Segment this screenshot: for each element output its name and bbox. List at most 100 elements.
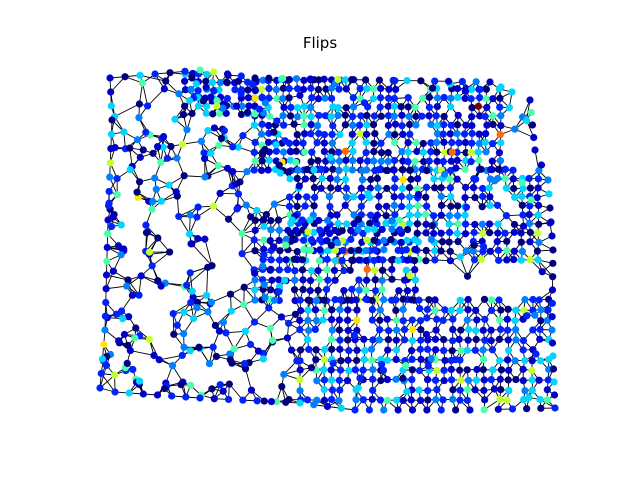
graph-node [357, 202, 365, 210]
graph-node [148, 205, 156, 213]
graph-node [162, 77, 170, 85]
graph-node [313, 122, 322, 130]
graph-node [342, 104, 350, 112]
graph-node [418, 112, 426, 120]
graph-node [422, 229, 430, 237]
graph-node [139, 146, 147, 154]
graph-node [532, 350, 540, 358]
graph-node [355, 121, 364, 129]
graph-node [186, 381, 195, 389]
graph-node [405, 112, 413, 121]
graph-node [446, 184, 455, 192]
graph-node [534, 229, 542, 237]
graph-node [294, 85, 302, 93]
graph-node [117, 221, 125, 229]
graph-node [505, 104, 513, 112]
graph-node [461, 194, 469, 202]
graph-node [353, 306, 361, 314]
graph-node [303, 335, 312, 344]
graph-node [333, 175, 341, 184]
graph-node [219, 387, 227, 395]
graph-node [280, 103, 288, 112]
graph-node [323, 237, 331, 245]
graph-node [503, 356, 512, 364]
graph-node [369, 375, 377, 383]
graph-node [131, 334, 139, 342]
graph-node [432, 395, 440, 404]
graph-node [261, 146, 269, 154]
graph-node [210, 124, 219, 132]
graph-node [489, 140, 497, 148]
graph-node [296, 366, 304, 374]
graph-edge [204, 239, 213, 266]
graph-node [390, 193, 398, 201]
graph-node [327, 112, 335, 121]
graph-node [474, 148, 482, 156]
graph-node [343, 377, 352, 385]
graph-node [462, 157, 470, 165]
graph-node [425, 103, 433, 111]
graph-node [441, 306, 449, 314]
graph-node [449, 325, 457, 334]
graph-node [257, 130, 266, 138]
graph-node [243, 108, 252, 116]
graph-node [307, 364, 316, 372]
graph-node [291, 267, 299, 275]
graph-node [494, 256, 503, 264]
graph-node [192, 80, 200, 88]
graph-node [496, 94, 504, 102]
graph-node [452, 164, 460, 172]
graph-node [423, 314, 431, 322]
graph-node [260, 397, 268, 405]
graph-node [310, 228, 318, 237]
graph-node [368, 316, 376, 324]
graph-edge [142, 82, 149, 107]
graph-node [526, 228, 534, 237]
graph-node [338, 227, 346, 235]
graph-node [482, 148, 490, 156]
graph-node [473, 365, 481, 374]
graph-node [463, 316, 471, 324]
graph-node [251, 247, 259, 255]
graph-node [456, 396, 464, 404]
graph-node [251, 276, 259, 284]
graph-node [165, 181, 173, 189]
graph-node [501, 174, 509, 183]
graph-node [394, 256, 402, 265]
graph-node [266, 112, 274, 120]
graph-node [226, 290, 235, 298]
graph-node [392, 375, 400, 383]
graph-node [213, 102, 221, 110]
graph-node [259, 76, 267, 84]
graph-node [456, 386, 464, 394]
graph-node [457, 326, 465, 334]
graph-node [351, 366, 359, 374]
graph-node [453, 129, 461, 138]
graph-node [202, 109, 210, 117]
graph-node [405, 211, 414, 219]
graph-node [490, 385, 498, 393]
graph-node [188, 287, 196, 295]
graph-node [328, 148, 336, 156]
graph-node [408, 336, 417, 345]
graph-node [224, 215, 233, 223]
graph-node [311, 325, 319, 334]
graph-node [229, 143, 237, 151]
graph-node [312, 297, 320, 305]
graph-node [447, 376, 456, 384]
graph-node [342, 156, 350, 164]
graph-node [384, 121, 392, 130]
graph-node [437, 211, 445, 219]
graph-node [480, 386, 488, 395]
graph-node [301, 175, 309, 183]
graph-node [259, 355, 267, 363]
graph-node [306, 287, 314, 295]
graph-node [343, 316, 352, 324]
graph-node [468, 129, 476, 138]
graph-node [370, 112, 379, 120]
graph-node [299, 85, 308, 94]
graph-node [298, 216, 306, 224]
graph-node [163, 154, 171, 162]
graph-node [503, 256, 511, 264]
graph-node [367, 345, 376, 353]
